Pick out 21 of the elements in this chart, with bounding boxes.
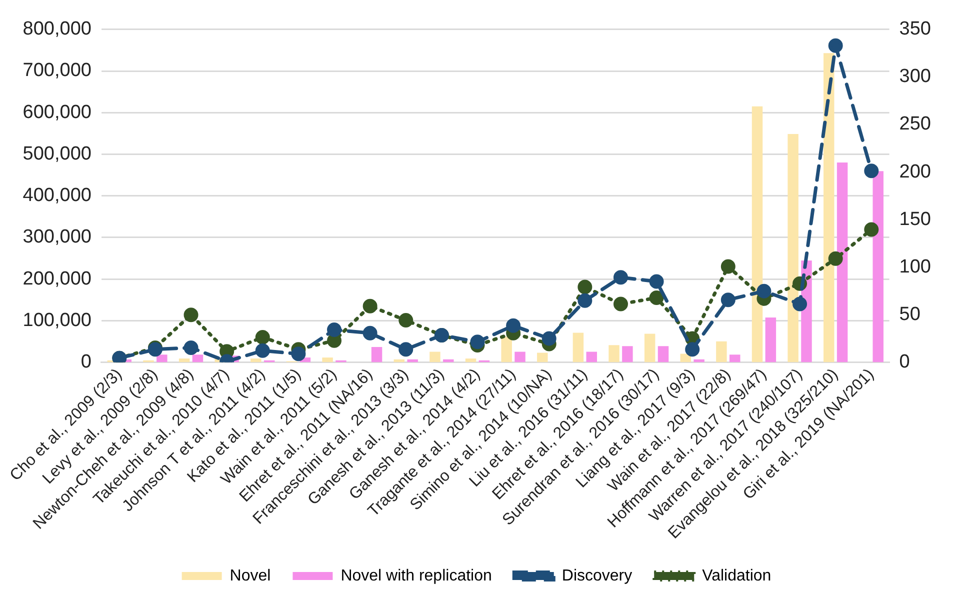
legend-label: Novel bbox=[230, 567, 271, 584]
y-tick-label: 700,000 bbox=[22, 60, 92, 82]
legend-label: Validation bbox=[702, 567, 772, 584]
y2-tick-label: 0 bbox=[899, 351, 910, 372]
y-tick-label: 600,000 bbox=[22, 102, 92, 123]
y-tick-label: 800,000 bbox=[22, 18, 92, 40]
y2-tick-label: 250 bbox=[899, 114, 931, 135]
y2-tick-label: 100 bbox=[899, 256, 931, 278]
y-tick-label: 500,000 bbox=[22, 143, 92, 164]
y2-tick-label: 150 bbox=[899, 208, 931, 230]
y-tick-label: 100,000 bbox=[22, 310, 92, 331]
y-tick-label: 400,000 bbox=[22, 185, 92, 206]
y-tick-label: 200,000 bbox=[22, 268, 92, 290]
y2-tick-label: 350 bbox=[899, 18, 931, 40]
y2-tick-label: 200 bbox=[899, 161, 931, 182]
y2-tick-label: 300 bbox=[899, 66, 931, 88]
legend-label: Novel with replication bbox=[340, 567, 492, 584]
y-tick-label: 300,000 bbox=[22, 226, 92, 248]
y-tick-label: 0 bbox=[80, 351, 92, 372]
y2-tick-label: 50 bbox=[899, 304, 920, 325]
legend-label: Discovery bbox=[562, 567, 632, 584]
